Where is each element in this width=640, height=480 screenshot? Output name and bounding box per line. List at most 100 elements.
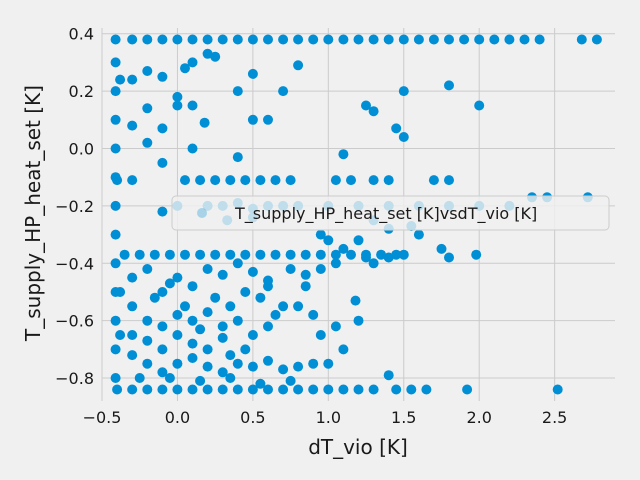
data-point	[157, 344, 168, 355]
data-point	[157, 384, 168, 395]
data-point	[247, 384, 258, 395]
x-tick-labels: −0.5 0.0 0.5 1.0 1.5 2.0 2.5	[83, 408, 568, 427]
data-point	[353, 384, 364, 395]
data-point	[293, 60, 304, 71]
data-point	[278, 364, 289, 375]
data-point	[263, 384, 273, 395]
data-point	[255, 378, 266, 389]
data-point	[300, 269, 311, 280]
data-point	[187, 143, 198, 154]
data-point	[444, 34, 454, 45]
data-point	[338, 243, 349, 254]
x-tick-label: 0.0	[165, 408, 190, 427]
data-point	[383, 175, 394, 186]
x-tick-label: 1.0	[316, 408, 341, 427]
data-point	[134, 249, 145, 260]
data-point	[308, 384, 319, 395]
x-tick-label: 2.0	[466, 408, 491, 427]
data-point	[110, 258, 121, 269]
data-point	[187, 315, 198, 326]
data-point	[195, 375, 206, 386]
data-point	[232, 384, 243, 395]
data-point	[225, 350, 236, 361]
data-point	[112, 384, 123, 395]
data-point	[308, 358, 319, 369]
data-point	[115, 74, 126, 85]
data-point	[110, 229, 121, 240]
data-point	[110, 373, 121, 383]
data-point	[353, 235, 364, 246]
data-point	[187, 34, 198, 45]
data-point	[232, 34, 243, 45]
data-point	[459, 34, 470, 45]
data-point	[406, 384, 417, 395]
data-point	[519, 34, 530, 45]
data-point	[149, 292, 160, 303]
data-point	[217, 269, 228, 280]
data-point	[217, 34, 228, 45]
data-point	[338, 384, 349, 395]
data-point	[247, 361, 258, 372]
x-tick-label: 2.5	[542, 408, 567, 427]
data-point	[172, 100, 183, 111]
data-point	[142, 315, 153, 326]
data-point	[225, 249, 236, 260]
data-point	[112, 175, 123, 186]
data-point	[240, 344, 251, 355]
data-point	[127, 175, 138, 186]
data-point	[285, 375, 296, 386]
data-point	[474, 34, 485, 45]
data-point	[436, 243, 447, 254]
data-point	[110, 114, 121, 125]
data-point	[217, 332, 228, 343]
data-point	[315, 249, 326, 260]
data-point	[202, 344, 213, 355]
data-point	[240, 175, 251, 186]
data-point	[368, 384, 379, 395]
data-point	[164, 249, 175, 260]
data-point	[444, 252, 454, 263]
data-point	[350, 295, 361, 306]
data-point	[202, 361, 213, 372]
x-tick-label: −0.5	[83, 408, 122, 427]
data-point	[232, 152, 243, 163]
data-point	[232, 86, 243, 97]
data-point	[172, 384, 183, 395]
data-point	[172, 91, 183, 102]
data-point	[247, 68, 258, 79]
data-point	[474, 100, 485, 111]
data-point	[210, 292, 221, 303]
data-point	[127, 120, 138, 131]
data-point	[471, 249, 482, 260]
data-point	[398, 86, 409, 97]
data-point	[278, 86, 289, 97]
data-point	[110, 315, 121, 326]
data-point	[428, 175, 439, 186]
data-point	[247, 330, 258, 340]
data-point	[195, 324, 206, 335]
data-point	[368, 175, 379, 186]
data-point	[142, 335, 153, 346]
data-point	[368, 106, 379, 117]
data-point	[142, 358, 153, 369]
data-point	[172, 272, 183, 283]
data-point	[300, 249, 311, 260]
data-point	[247, 34, 258, 45]
data-point	[210, 51, 221, 62]
data-point	[247, 266, 258, 277]
data-point	[172, 330, 183, 340]
y-tick-label: −0.6	[55, 312, 94, 331]
data-point	[202, 307, 213, 318]
data-point	[127, 74, 138, 85]
data-point	[157, 71, 168, 82]
data-point	[187, 57, 198, 68]
data-point	[293, 34, 304, 45]
data-point	[172, 309, 183, 320]
data-point	[225, 301, 236, 312]
data-point	[278, 301, 289, 312]
data-point	[323, 235, 334, 246]
data-point	[157, 321, 168, 332]
data-point	[240, 287, 251, 297]
y-tick-label: −0.2	[55, 197, 94, 216]
y-tick-labels: −0.8 −0.6 −0.4 −0.2 0.0 0.2 0.4	[55, 25, 94, 388]
